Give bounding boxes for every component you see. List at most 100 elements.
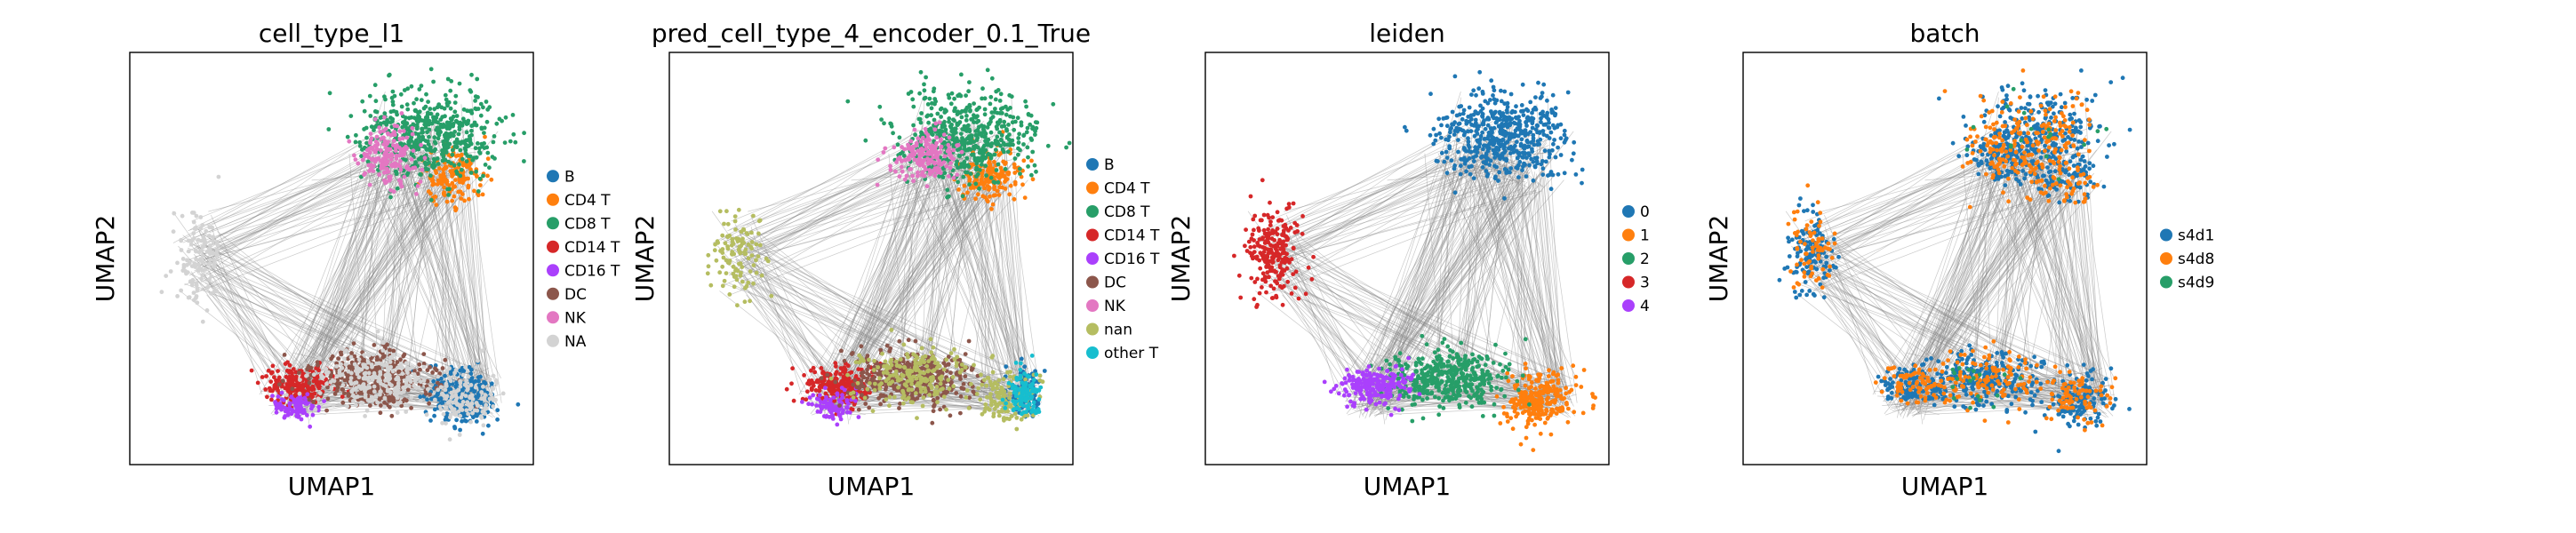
graph-edge [842,156,934,384]
data-point [300,386,305,390]
data-point [844,405,849,410]
data-point [400,136,405,141]
data-point [791,398,796,403]
data-point [744,283,749,289]
data-point [439,377,444,381]
data-point [511,131,516,137]
graph-edge [737,273,992,410]
data-point [891,131,895,136]
data-point [398,362,404,368]
data-point [513,139,518,145]
graph-edge [282,139,420,372]
data-point [287,402,292,408]
graph-edge [423,174,490,405]
data-point [191,231,196,235]
data-point [922,157,927,163]
data-point [199,276,204,282]
graph-edge [386,155,415,376]
data-point [476,141,480,146]
data-point [814,403,820,408]
data-point [818,410,823,414]
data-point [374,156,380,162]
data-point [887,349,892,354]
data-point [467,364,472,370]
graph-edge [211,157,409,254]
data-point [464,130,469,135]
data-point [432,413,436,418]
data-point [385,117,389,123]
data-point [458,384,463,389]
data-point [388,347,392,353]
data-point [929,106,934,111]
data-point [351,387,356,392]
graph-edge [187,247,478,371]
data-point [413,160,418,165]
data-point [474,365,478,370]
data-point [292,377,298,382]
data-point [216,174,221,179]
data-point [1021,142,1026,147]
data-point [1035,120,1040,125]
data-point [436,374,441,379]
graph-edge [413,196,454,376]
data-point [440,148,444,153]
graph-edge [732,253,836,375]
graph-edge [943,165,1015,418]
legend-marker [547,264,559,277]
data-point [990,166,996,171]
graph-edge [202,155,400,256]
data-point [849,370,854,375]
data-point [974,107,980,113]
data-point [745,232,750,236]
graph-edge [404,143,450,408]
data-point [852,378,858,383]
data-point [442,193,447,198]
data-point [372,124,378,130]
data-point [916,170,920,175]
graph-edge [302,156,395,384]
data-point [940,123,945,128]
data-point [413,377,419,382]
data-point [435,182,440,187]
data-point [913,132,917,138]
data-point [444,421,448,426]
data-point [754,258,758,263]
data-point [207,234,212,238]
data-point [276,388,280,393]
data-point [325,396,331,402]
data-point [315,378,320,384]
data-point [331,402,336,408]
graph-edge [398,137,486,390]
data-point [363,394,368,400]
data-point [468,88,473,92]
data-point [357,139,362,145]
data-point [431,79,436,84]
graph-edge [391,147,420,381]
data-point [829,392,835,396]
data-point [458,173,463,179]
data-point [837,403,842,408]
data-point [457,162,461,167]
data-point [186,238,191,243]
graph-edge [348,153,366,363]
data-point [751,281,756,286]
graph-edge [398,169,466,403]
data-point [469,128,474,133]
data-point [955,159,959,164]
data-point [468,371,474,377]
data-point [883,387,888,392]
data-point [1024,104,1028,109]
data-point [405,86,411,91]
data-point [447,187,452,192]
data-point [968,137,972,142]
data-point [443,418,448,422]
data-point [838,371,843,377]
data-point [393,163,398,169]
data-point [346,393,351,398]
data-point [378,121,383,126]
data-point [472,188,476,194]
data-point [989,76,995,81]
data-point [356,367,362,371]
data-point [937,174,941,179]
graph-edge [204,167,413,249]
